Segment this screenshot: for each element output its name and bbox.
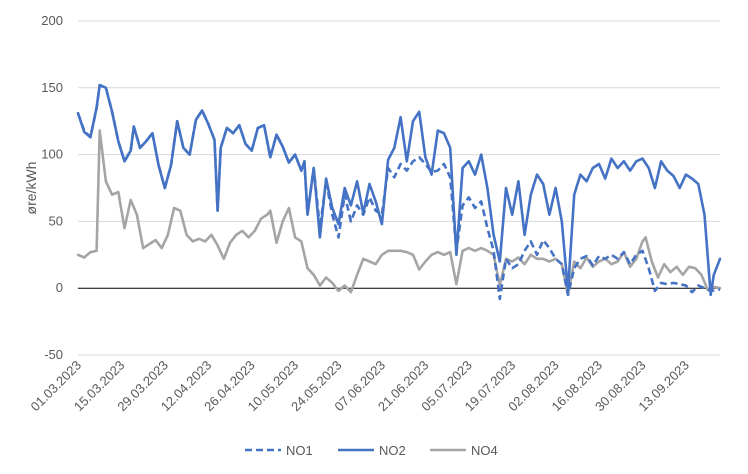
series-line-no2 — [76, 83, 722, 297]
y-tick-label: -50 — [44, 347, 63, 362]
series-lines — [76, 83, 722, 301]
y-tick-label: 150 — [41, 80, 63, 95]
legend-label: NO1 — [286, 443, 313, 458]
y-tick-label: 0 — [56, 280, 63, 295]
legend-item-no2: NO2 — [338, 443, 406, 458]
legend-label: NO4 — [471, 443, 498, 458]
legend-item-no1: NO1 — [245, 443, 313, 458]
y-tick-label: 100 — [41, 147, 63, 162]
x-axis-tick-labels: 01.03.202315.03.202329.03.202312.04.2023… — [27, 358, 692, 415]
series-line-no4 — [76, 129, 722, 297]
y-axis-tick-labels: -50 0 50 100 150 200 — [41, 13, 63, 362]
series-line-no1 — [76, 83, 721, 301]
y-tick-label: 50 — [49, 213, 63, 228]
legend-label: NO2 — [379, 443, 406, 458]
y-tick-label: 200 — [41, 13, 63, 28]
y-axis-label: øre/kWh — [23, 162, 39, 215]
legend-item-no4: NO4 — [430, 443, 498, 458]
legend: NO1 NO2 NO4 — [245, 443, 498, 458]
gridlines — [78, 20, 720, 356]
